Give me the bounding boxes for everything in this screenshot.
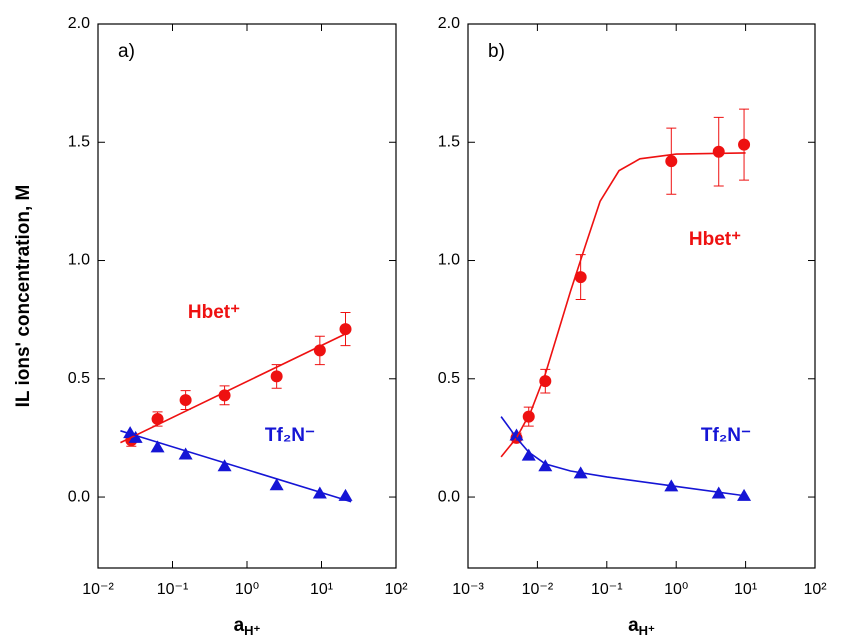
x-tick-label: 10⁻³ [452, 581, 484, 598]
data-point [151, 412, 164, 425]
data-point [269, 478, 284, 491]
y-tick-label: 0.0 [438, 488, 460, 505]
data-point [150, 440, 165, 453]
x-tick-label: 10² [384, 581, 408, 598]
x-tick-label: 10¹ [310, 581, 333, 598]
fit-line [500, 416, 746, 497]
x-axis-label-sub: H⁺ [639, 623, 655, 638]
y-tick-label: 0.5 [438, 370, 460, 387]
y-axis-label: IL ions' concentration, M [13, 185, 34, 408]
panel-label: a) [118, 41, 135, 62]
fit-line [120, 333, 346, 444]
y-tick-label: 1.0 [68, 252, 90, 269]
fit-line [500, 152, 746, 458]
data-point [538, 459, 553, 472]
x-tick-label: 10⁻¹ [157, 581, 189, 598]
x-tick-label: 10² [803, 581, 827, 598]
y-tick-label: 2.0 [68, 15, 90, 32]
data-point [270, 370, 283, 383]
data-point [179, 394, 192, 407]
x-axis-label-main: a [234, 615, 245, 636]
annotation: Hbet⁺ [689, 229, 741, 250]
data-point [509, 428, 524, 441]
data-point [217, 459, 232, 472]
x-axis-label: aH⁺ [234, 615, 261, 638]
x-tick-label: 10⁻² [82, 581, 114, 598]
x-tick-label: 10¹ [734, 581, 757, 598]
x-axis-label-sub: H⁺ [244, 623, 260, 638]
data-point [738, 138, 751, 151]
annotation: Hbet⁺ [188, 302, 240, 323]
y-tick-label: 0.0 [68, 488, 90, 505]
y-tick-label: 1.5 [68, 133, 90, 150]
data-point [338, 488, 353, 501]
plot-frame [97, 23, 397, 569]
x-axis-label-main: a [628, 615, 639, 636]
data-point [339, 323, 352, 336]
y-tick-label: 1.0 [438, 252, 460, 269]
annotation: Tf₂N⁻ [265, 425, 315, 446]
data-point [521, 448, 536, 461]
annotation: Tf₂N⁻ [701, 425, 751, 446]
fit-line [120, 430, 352, 503]
y-tick-label: 1.5 [438, 133, 460, 150]
y-tick-label: 2.0 [438, 15, 460, 32]
data-point [218, 389, 231, 402]
x-tick-label: 10⁻² [522, 581, 554, 598]
x-tick-label: 10⁻¹ [591, 581, 623, 598]
panel-label: b) [488, 41, 505, 62]
data-point [712, 145, 725, 158]
x-axis-label: aH⁺ [628, 615, 655, 638]
plot-frame [467, 23, 816, 569]
data-point [665, 155, 678, 168]
data-point [128, 430, 143, 443]
x-tick-label: 10⁰ [664, 581, 688, 598]
y-tick-label: 0.5 [68, 370, 90, 387]
data-point [574, 271, 587, 284]
data-point [178, 447, 193, 460]
data-point [539, 375, 552, 388]
x-tick-label: 10⁰ [235, 581, 259, 598]
